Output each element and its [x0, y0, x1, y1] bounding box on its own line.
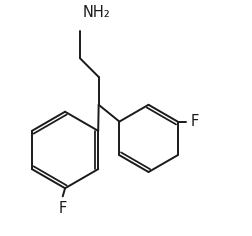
Text: NH₂: NH₂: [82, 5, 110, 20]
Text: F: F: [190, 114, 198, 129]
Text: F: F: [58, 201, 67, 216]
